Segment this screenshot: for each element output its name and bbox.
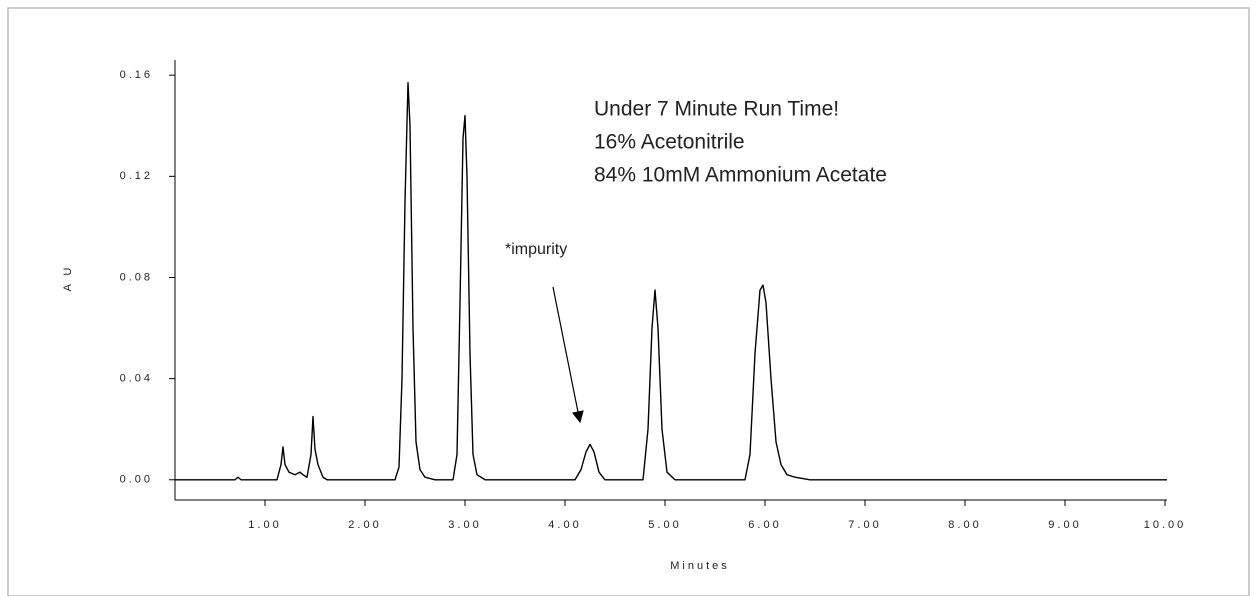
- y-axis-label: A U: [62, 265, 74, 292]
- y-tick-label: 0.00: [120, 474, 153, 486]
- x-tick-label: 8.00: [948, 519, 981, 531]
- y-tick-label: 0.12: [120, 170, 153, 182]
- x-axis-label: Minutes: [670, 560, 730, 572]
- y-tick-label: 0.16: [120, 69, 153, 81]
- x-tick-label: 10.00: [1144, 519, 1187, 531]
- chromatogram-line: [175, 82, 1167, 481]
- y-tick-label: 0.04: [120, 373, 153, 385]
- x-tick-label: 5.00: [648, 519, 681, 531]
- frame: [7, 7, 1250, 596]
- x-tick-label: 2.00: [348, 519, 381, 531]
- impurity-arrow: [552, 286, 584, 424]
- annotation: Under 7 Minute Run Time!: [594, 98, 839, 121]
- annotation: 16% Acetonitrile: [594, 131, 745, 154]
- x-tick-label: 3.00: [448, 519, 481, 531]
- x-tick-label: 9.00: [1048, 519, 1081, 531]
- impurity-label: *impurity: [505, 241, 567, 258]
- x-tick-label: 7.00: [848, 519, 881, 531]
- x-tick-label: 1.00: [248, 519, 281, 531]
- x-tick-label: 4.00: [548, 519, 581, 531]
- x-tick-label: 6.00: [748, 519, 781, 531]
- y-tick-label: 0.08: [120, 271, 153, 283]
- annotation: 84% 10mM Ammonium Acetate: [594, 164, 887, 187]
